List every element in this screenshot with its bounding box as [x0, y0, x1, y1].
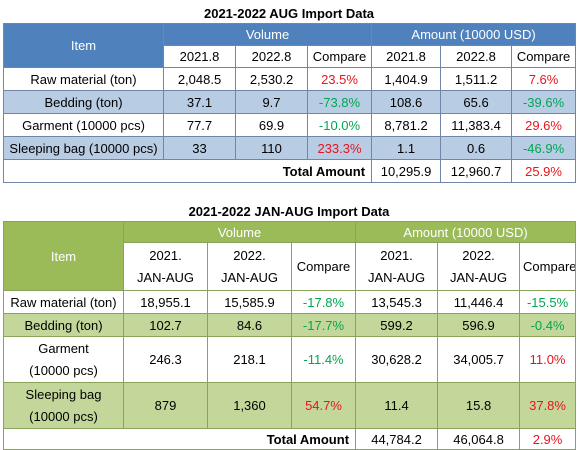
total-row: Total Amount 10,295.9 12,960.7 25.9%: [2, 159, 577, 183]
row-item: Garment (10000 pcs): [3, 336, 124, 383]
row-volume-2021: 102.7: [123, 313, 208, 337]
subheader-amount-compare: Compare: [519, 242, 577, 291]
aug-import-table: Item Volume Amount (10000 USD) 2021.8 20…: [2, 23, 577, 183]
row-volume-2021: 77.7: [163, 113, 236, 137]
row-item: Sleeping bag (10000 pcs): [3, 136, 164, 160]
jan-aug-import-table: Item Volume Amount (10000 USD) 2021. JAN-…: [2, 221, 577, 450]
subheader-volume-2022: 2022. JAN-AUG: [207, 242, 292, 291]
table-row: Raw material (ton) 2,048.5 2,530.2 23.5%…: [3, 67, 577, 91]
row-amount-2021: 599.2: [355, 313, 439, 337]
header-item: Item: [3, 221, 124, 291]
row-volume-compare: -10.0%: [306, 113, 373, 137]
row-amount-2022: 15.8: [437, 382, 521, 429]
table-row: Sleeping bag (10000 pcs) 33 110 233.3% 1…: [3, 136, 577, 160]
table-row: Sleeping bag (10000 pcs) 879 1,360 54.7% …: [3, 382, 577, 429]
row-amount-2021: 30,628.2: [355, 336, 439, 383]
subheader-amount-2021: 2021.8: [371, 45, 442, 68]
total-row: Total Amount 44,784.2 46,064.8 2.9%: [2, 428, 577, 450]
total-amount-compare: 25.9%: [511, 159, 577, 183]
row-volume-2021: 33: [163, 136, 236, 160]
table-row: Garment (10000 pcs) 77.7 69.9 -10.0% 8,7…: [3, 113, 577, 137]
aug-import-section: 2021-2022 AUG Import Data Item Volume Am…: [2, 4, 577, 183]
row-volume-2021: 37.1: [163, 90, 236, 114]
header-item: Item: [3, 23, 164, 68]
subheader-volume-compare: Compare: [290, 242, 357, 291]
row-amount-compare: -46.9%: [511, 136, 577, 160]
row-item: Garment (10000 pcs): [3, 113, 164, 137]
row-volume-2022: 218.1: [207, 336, 292, 383]
row-volume-compare: -17.7%: [290, 313, 357, 337]
row-amount-compare: 29.6%: [511, 113, 577, 137]
row-item: Sleeping bag (10000 pcs): [3, 382, 124, 429]
row-amount-2022: 11,446.4: [437, 290, 521, 314]
row-amount-2022: 1,511.2: [440, 67, 513, 91]
row-item: Bedding (ton): [3, 313, 124, 337]
row-amount-2021: 13,545.3: [355, 290, 439, 314]
row-volume-2022: 2,530.2: [235, 67, 308, 91]
row-volume-compare: 23.5%: [306, 67, 373, 91]
row-volume-2022: 9.7: [235, 90, 308, 114]
header-volume: Volume: [162, 23, 373, 46]
total-label: Total Amount: [2, 159, 373, 183]
aug-import-title: 2021-2022 AUG Import Data: [203, 6, 375, 21]
header-amount: Amount (10000 USD): [355, 221, 577, 243]
row-amount-2021: 108.6: [371, 90, 442, 114]
header-volume: Volume: [122, 221, 357, 243]
row-volume-compare: -17.8%: [290, 290, 357, 314]
subheader-amount-2021: 2021. JAN-AUG: [355, 242, 439, 291]
subheader-amount-compare: Compare: [511, 45, 577, 68]
row-volume-2022: 1,360: [207, 382, 292, 429]
row-volume-compare: 54.7%: [290, 382, 357, 429]
total-label: Total Amount: [2, 428, 357, 450]
subheader-volume-2021: 2021.8: [163, 45, 236, 68]
row-amount-2021: 1.1: [371, 136, 442, 160]
jan-aug-import-section: 2021-2022 JAN-AUG Import Data Item Volum…: [2, 202, 577, 450]
header-amount: Amount (10000 USD): [371, 23, 577, 46]
row-amount-2021: 8,781.2: [371, 113, 442, 137]
row-volume-2021: 879: [123, 382, 208, 429]
row-amount-2021: 1,404.9: [371, 67, 442, 91]
total-amount-2022: 12,960.7: [440, 159, 513, 183]
total-amount-2022: 46,064.8: [437, 428, 521, 450]
subheader-volume-compare: Compare: [306, 45, 373, 68]
subheader-amount-2022: 2022. JAN-AUG: [437, 242, 521, 291]
row-amount-compare: -15.5%: [519, 290, 577, 314]
row-volume-compare: -11.4%: [290, 336, 357, 383]
row-volume-2022: 69.9: [235, 113, 308, 137]
row-amount-compare: 11.0%: [519, 336, 577, 383]
row-volume-2021: 246.3: [123, 336, 208, 383]
row-item: Bedding (ton): [3, 90, 164, 114]
table-row: Bedding (ton) 37.1 9.7 -73.8% 108.6 65.6…: [3, 90, 577, 114]
subheader-amount-2022: 2022.8: [440, 45, 513, 68]
row-volume-compare: -73.8%: [306, 90, 373, 114]
row-amount-2022: 34,005.7: [437, 336, 521, 383]
jan-aug-import-title: 2021-2022 JAN-AUG Import Data: [188, 204, 390, 219]
row-volume-compare: 233.3%: [306, 136, 373, 160]
row-amount-compare: 7.6%: [511, 67, 577, 91]
row-item: Raw material (ton): [3, 290, 124, 314]
table-row: Bedding (ton) 102.7 84.6 -17.7% 599.2 59…: [3, 313, 577, 337]
row-volume-2021: 18,955.1: [123, 290, 208, 314]
row-amount-compare: 37.8%: [519, 382, 577, 429]
row-amount-2022: 11,383.4: [440, 113, 513, 137]
row-amount-compare: -0.4%: [519, 313, 577, 337]
row-volume-2022: 84.6: [207, 313, 292, 337]
total-amount-compare: 2.9%: [519, 428, 577, 450]
subheader-volume-2022: 2022.8: [235, 45, 308, 68]
table-row: Raw material (ton) 18,955.1 15,585.9 -17…: [3, 290, 577, 314]
subheader-volume-2021: 2021. JAN-AUG: [123, 242, 208, 291]
table-row: Garment (10000 pcs) 246.3 218.1 -11.4% 30…: [3, 336, 577, 383]
row-amount-2022: 65.6: [440, 90, 513, 114]
row-amount-2022: 0.6: [440, 136, 513, 160]
row-amount-2022: 596.9: [437, 313, 521, 337]
row-volume-2022: 15,585.9: [207, 290, 292, 314]
row-amount-compare: -39.6%: [511, 90, 577, 114]
row-volume-2022: 110: [235, 136, 308, 160]
row-amount-2021: 11.4: [355, 382, 439, 429]
row-volume-2021: 2,048.5: [163, 67, 236, 91]
row-item: Raw material (ton): [3, 67, 164, 91]
total-amount-2021: 44,784.2: [355, 428, 439, 450]
total-amount-2021: 10,295.9: [371, 159, 442, 183]
